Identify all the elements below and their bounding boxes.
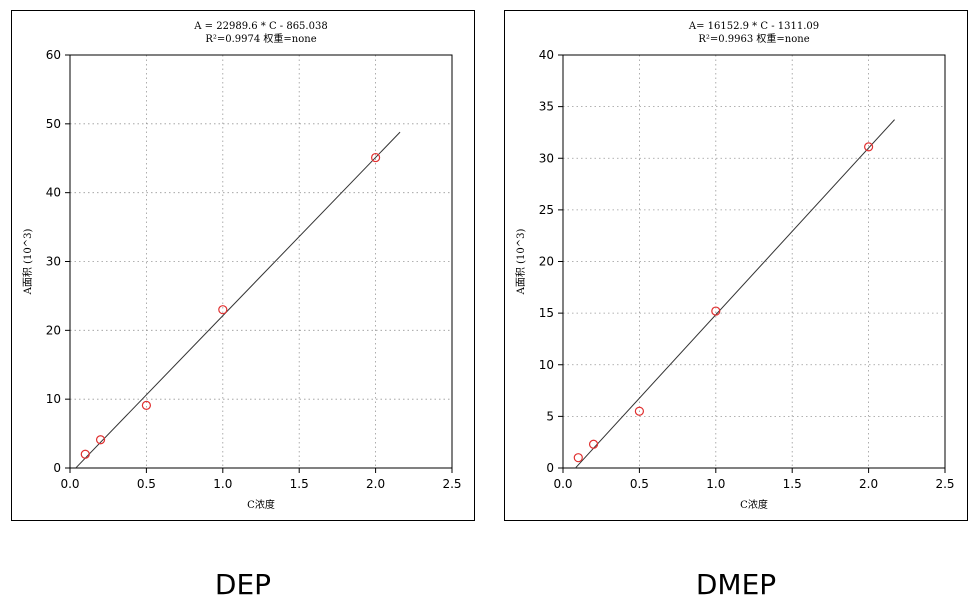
x-axis-label: C浓度: [740, 498, 768, 511]
data-point: [141, 400, 151, 410]
y-tick-label: 60: [46, 48, 61, 62]
y-tick-label: 20: [539, 255, 554, 269]
data-point: [218, 305, 228, 315]
y-tick-label: 5: [546, 409, 554, 423]
data-point: [80, 449, 90, 459]
data-point: [711, 306, 721, 316]
x-tick-label: 2.0: [366, 477, 385, 491]
y-axis-label: A面积 (10^3): [22, 229, 34, 296]
y-tick-label: 20: [46, 323, 61, 337]
r-squared-label: R²=0.9963 权重=none: [698, 32, 809, 45]
y-tick-label: 10: [46, 392, 61, 406]
y-tick-label: 25: [539, 203, 554, 217]
y-tick-label: 35: [539, 100, 554, 114]
fit-line: [575, 119, 895, 469]
y-tick-label: 40: [539, 48, 554, 62]
y-tick-label: 30: [46, 255, 61, 269]
r-squared-label: R²=0.9974 权重=none: [205, 32, 316, 45]
dmep-caption: DMEP: [695, 568, 777, 601]
y-tick-label: 40: [46, 186, 61, 200]
x-tick-label: 1.0: [213, 477, 232, 491]
x-tick-label: 2.0: [859, 477, 878, 491]
data-point: [864, 142, 874, 152]
y-tick-label: 15: [539, 306, 554, 320]
data-point: [371, 152, 381, 163]
x-tick-label: 1.0: [706, 477, 725, 491]
y-tick-label: 30: [539, 151, 554, 165]
x-tick-label: 0.5: [630, 477, 649, 491]
x-tick-label: 0.0: [553, 477, 572, 491]
fit-equation: A = 22989.6 * C - 865.038: [193, 21, 327, 32]
y-tick-label: 50: [46, 117, 61, 131]
x-tick-label: 1.5: [783, 477, 802, 491]
fit-equation: A= 16152.9 * C - 1311.09: [688, 21, 819, 32]
y-tick-label: 0: [546, 461, 554, 475]
fit-line: [75, 131, 401, 469]
x-tick-label: 0.5: [137, 477, 156, 491]
x-tick-label: 2.5: [442, 477, 461, 491]
x-tick-label: 2.5: [935, 477, 954, 491]
y-tick-label: 10: [539, 358, 554, 372]
data-point: [634, 406, 644, 416]
data-point: [588, 439, 599, 449]
data-point: [95, 435, 106, 445]
y-tick-label: 0: [53, 461, 61, 475]
x-tick-label: 1.5: [290, 477, 309, 491]
x-axis-label: C浓度: [247, 498, 275, 511]
dep-chart-panel: A = 22989.6 * C - 865.038 R²=0.9974 权重=no…: [11, 10, 475, 521]
x-tick-label: 0.0: [60, 477, 79, 491]
y-axis-label: A面积 (10^3): [515, 229, 527, 296]
dep-caption: DEP: [214, 568, 272, 601]
dmep-chart-panel: A= 16152.9 * C - 1311.09 R²=0.9963 权重=non…: [504, 10, 968, 521]
data-point: [573, 453, 583, 463]
